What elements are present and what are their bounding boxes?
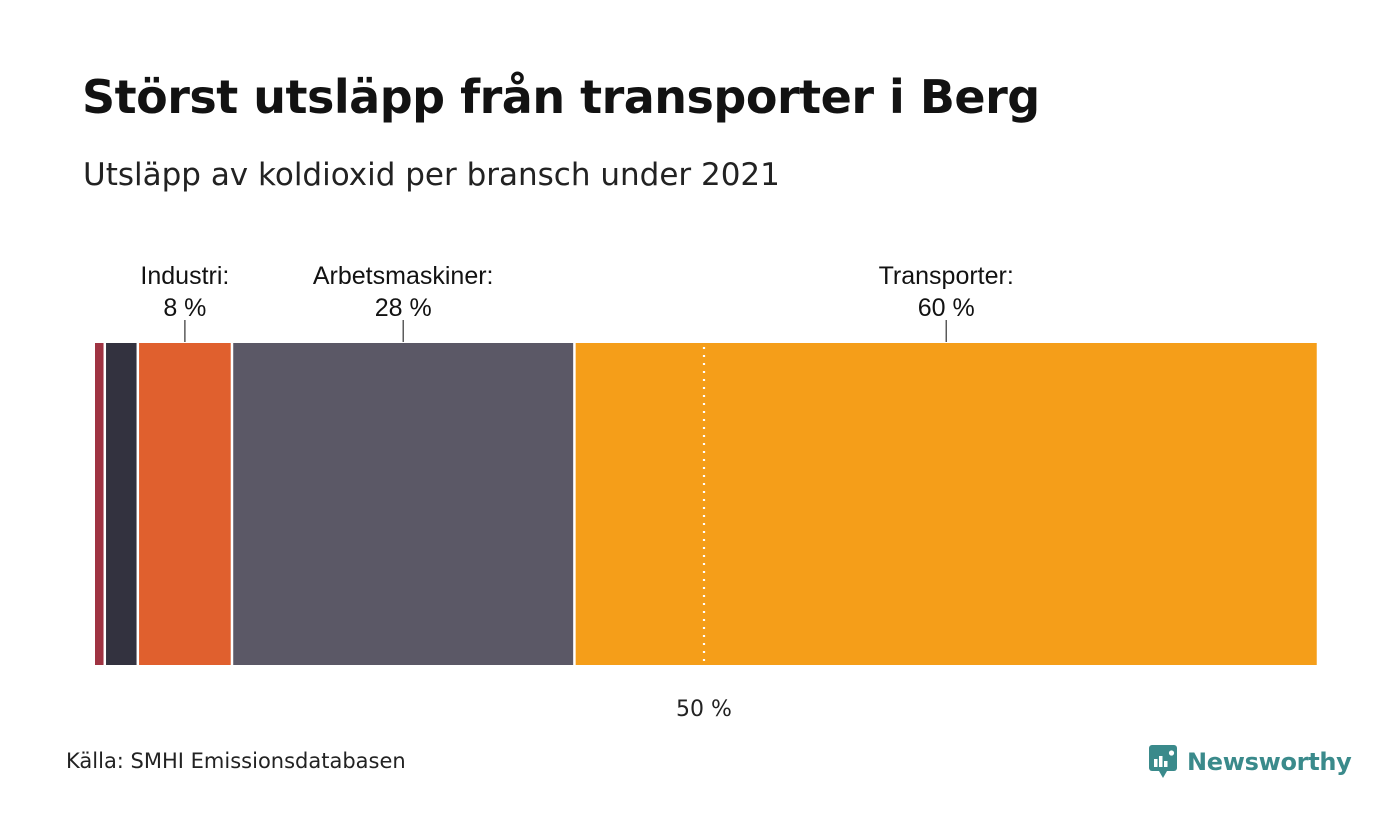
reference-line-label: 50 % [676, 697, 732, 722]
newsworthy-icon [1149, 745, 1177, 778]
bar-segment-transporter [575, 343, 1317, 665]
chart-subtitle: Utsläpp av koldioxid per bransch under 2… [83, 157, 780, 193]
newsworthy-logo: Newsworthy [1148, 744, 1352, 780]
brand-name: Newsworthy [1187, 748, 1352, 776]
segment-name-label: Arbetsmaskiner: [313, 262, 494, 290]
segment-name-label: Transporter: [879, 262, 1014, 290]
chart-title: Störst utsläpp från transporter i Berg [82, 70, 1040, 124]
bar-segment-segment-2 [106, 343, 137, 665]
bar-segment-arbetsmaskiner [233, 343, 574, 665]
segment-value-label: 28 % [375, 294, 432, 322]
segment-value-label: 8 % [163, 294, 206, 322]
bar-segment-segment-1 [95, 343, 104, 665]
segment-name-label: Industri: [140, 262, 229, 290]
source-note: Källa: SMHI Emissionsdatabasen [66, 749, 406, 773]
segment-value-label: 60 % [918, 294, 975, 322]
bar-segment-industri [139, 343, 231, 665]
